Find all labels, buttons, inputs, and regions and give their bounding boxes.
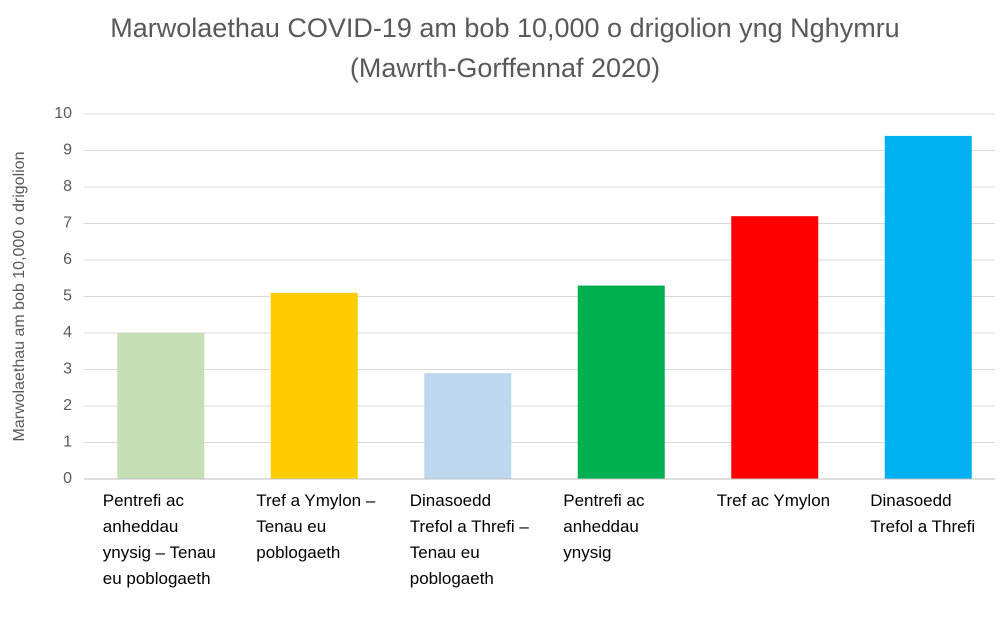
x-tick-label: Dinasoedd Trefol a Threfi xyxy=(870,491,976,536)
y-tick-label: 5 xyxy=(63,288,72,305)
x-tick-label: Tref a Ymylon – Tenau eu poblogaeth xyxy=(256,491,376,562)
bar xyxy=(731,216,819,479)
bar xyxy=(884,135,972,479)
chart-title: Marwolaethau COVID-19 am bob 10,000 o dr… xyxy=(110,13,900,83)
y-tick-label: 3 xyxy=(63,361,72,378)
bar xyxy=(270,292,358,479)
y-tick-label: 4 xyxy=(63,324,72,341)
y-tick-label: 2 xyxy=(63,397,72,414)
y-tick-label: 0 xyxy=(63,470,72,487)
x-tick-label: Dinasoedd Trefol a Threfi – Tenau eu pob… xyxy=(409,491,529,588)
y-axis-label: Marwolaethau am bob 10,000 o drigolion xyxy=(11,152,28,442)
y-tick-label: 6 xyxy=(63,251,72,268)
bar xyxy=(117,333,205,479)
y-tick-label: 8 xyxy=(63,178,72,195)
y-tick-label: 9 xyxy=(63,142,72,159)
x-tick-label: Pentrefi ac anheddau ynysig xyxy=(563,491,645,562)
y-tick-label: 1 xyxy=(63,434,72,451)
y-tick-label: 7 xyxy=(63,215,72,232)
bar xyxy=(424,373,512,479)
y-tick-label: 10 xyxy=(54,105,72,122)
x-tick-label: Tref ac Ymylon xyxy=(716,491,831,510)
bar xyxy=(577,285,665,479)
x-tick-label: Pentrefi ac anheddau ynysig – Tenau eu p… xyxy=(102,491,216,588)
